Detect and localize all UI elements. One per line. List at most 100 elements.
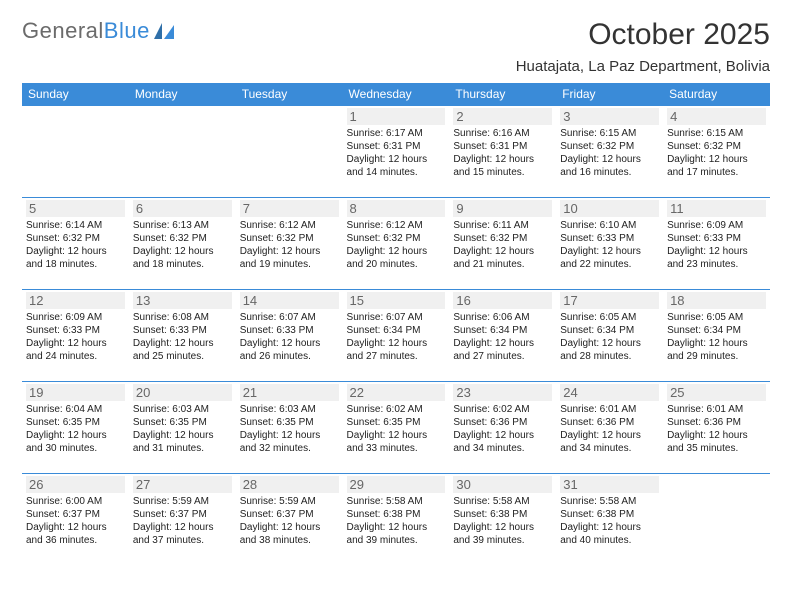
day-info: Sunrise: 6:04 AMSunset: 6:35 PMDaylight:… [26, 403, 125, 455]
day-number: 19 [26, 384, 125, 401]
day-info: Sunrise: 5:59 AMSunset: 6:37 PMDaylight:… [133, 495, 232, 547]
day-header: Tuesday [236, 83, 343, 106]
day-number: 17 [560, 292, 659, 309]
day-info: Sunrise: 6:16 AMSunset: 6:31 PMDaylight:… [453, 127, 552, 179]
day-header: Wednesday [343, 83, 450, 106]
day-info: Sunrise: 6:01 AMSunset: 6:36 PMDaylight:… [560, 403, 659, 455]
day-number: 4 [667, 108, 766, 125]
day-number: 13 [133, 292, 232, 309]
day-number: 18 [667, 292, 766, 309]
day-number: 23 [453, 384, 552, 401]
day-info: Sunrise: 6:05 AMSunset: 6:34 PMDaylight:… [667, 311, 766, 363]
calendar-day-cell: 14Sunrise: 6:07 AMSunset: 6:33 PMDayligh… [236, 290, 343, 382]
calendar-day-cell: 12Sunrise: 6:09 AMSunset: 6:33 PMDayligh… [22, 290, 129, 382]
day-number: 5 [26, 200, 125, 217]
calendar-header-row: SundayMondayTuesdayWednesdayThursdayFrid… [22, 83, 770, 106]
day-number: 22 [347, 384, 446, 401]
day-number: 27 [133, 476, 232, 493]
calendar-day-cell: 3 Sunrise: 6:15 AMSunset: 6:32 PMDaylight… [556, 106, 663, 198]
title-block: October 2025 Huatajata, La Paz Departmen… [516, 18, 770, 75]
calendar-day-cell: 13 Sunrise: 6:08 AMSunset: 6:33 PMDayligh… [129, 290, 236, 382]
day-number: 9 [453, 200, 552, 217]
logo-text-blue: Blue [104, 18, 150, 44]
day-number: 8 [347, 200, 446, 217]
calendar-day-cell [22, 106, 129, 198]
day-number: 31 [560, 476, 659, 493]
day-number: 30 [453, 476, 552, 493]
day-number: 11 [667, 200, 766, 217]
day-header: Saturday [663, 83, 770, 106]
calendar-week-row: 5 Sunrise: 6:14 AMSunset: 6:32 PMDaylight… [22, 198, 770, 290]
day-number: 10 [560, 200, 659, 217]
day-info: Sunrise: 6:05 AMSunset: 6:34 PMDaylight:… [560, 311, 659, 363]
day-info: Sunrise: 6:00 AMSunset: 6:37 PMDaylight:… [26, 495, 125, 547]
calendar-day-cell: 22 Sunrise: 6:02 AMSunset: 6:35 PMDayligh… [343, 382, 450, 474]
calendar-day-cell: 16 Sunrise: 6:06 AMSunset: 6:34 PMDayligh… [449, 290, 556, 382]
calendar-week-row: 1 Sunrise: 6:17 AMSunset: 6:31 PMDaylight… [22, 106, 770, 198]
day-header: Friday [556, 83, 663, 106]
calendar-day-cell: 7Sunrise: 6:12 AMSunset: 6:32 PMDaylight… [236, 198, 343, 290]
day-number: 3 [560, 108, 659, 125]
calendar-day-cell: 27 Sunrise: 5:59 AMSunset: 6:37 PMDayligh… [129, 474, 236, 566]
calendar-day-cell [129, 106, 236, 198]
day-number: 16 [453, 292, 552, 309]
logo: GeneralBlue [22, 18, 178, 44]
calendar-day-cell: 17 Sunrise: 6:05 AMSunset: 6:34 PMDayligh… [556, 290, 663, 382]
day-header: Sunday [22, 83, 129, 106]
header: GeneralBlue October 2025 Huatajata, La P… [22, 18, 770, 75]
location: Huatajata, La Paz Department, Bolivia [516, 58, 770, 75]
calendar-day-cell: 28 Sunrise: 5:59 AMSunset: 6:37 PMDayligh… [236, 474, 343, 566]
day-info: Sunrise: 6:03 AMSunset: 6:35 PMDaylight:… [240, 403, 339, 455]
day-number: 26 [26, 476, 125, 493]
day-number: 21 [240, 384, 339, 401]
day-info: Sunrise: 6:09 AMSunset: 6:33 PMDaylight:… [667, 219, 766, 271]
calendar-day-cell: 15 Sunrise: 6:07 AMSunset: 6:34 PMDayligh… [343, 290, 450, 382]
day-info: Sunrise: 6:07 AMSunset: 6:33 PMDaylight:… [240, 311, 339, 363]
day-info: Sunrise: 6:03 AMSunset: 6:35 PMDaylight:… [133, 403, 232, 455]
calendar-day-cell: 10Sunrise: 6:10 AMSunset: 6:33 PMDayligh… [556, 198, 663, 290]
calendar-day-cell: 24Sunrise: 6:01 AMSunset: 6:36 PMDayligh… [556, 382, 663, 474]
day-number: 20 [133, 384, 232, 401]
calendar-day-cell: 25 Sunrise: 6:01 AMSunset: 6:36 PMDayligh… [663, 382, 770, 474]
calendar-day-cell: 2 Sunrise: 6:16 AMSunset: 6:31 PMDaylight… [449, 106, 556, 198]
day-number: 7 [240, 200, 339, 217]
calendar-day-cell: 23Sunrise: 6:02 AMSunset: 6:36 PMDayligh… [449, 382, 556, 474]
day-info: Sunrise: 6:02 AMSunset: 6:35 PMDaylight:… [347, 403, 446, 455]
month-title: October 2025 [516, 18, 770, 52]
day-number: 29 [347, 476, 446, 493]
calendar-day-cell: 29Sunrise: 5:58 AMSunset: 6:38 PMDayligh… [343, 474, 450, 566]
calendar-day-cell: 9Sunrise: 6:11 AMSunset: 6:32 PMDaylight… [449, 198, 556, 290]
day-info: Sunrise: 6:17 AMSunset: 6:31 PMDaylight:… [347, 127, 446, 179]
calendar-day-cell: 8 Sunrise: 6:12 AMSunset: 6:32 PMDaylight… [343, 198, 450, 290]
day-info: Sunrise: 6:07 AMSunset: 6:34 PMDaylight:… [347, 311, 446, 363]
calendar-week-row: 12Sunrise: 6:09 AMSunset: 6:33 PMDayligh… [22, 290, 770, 382]
logo-text-general: General [22, 18, 104, 44]
day-number: 2 [453, 108, 552, 125]
day-number: 15 [347, 292, 446, 309]
day-info: Sunrise: 6:06 AMSunset: 6:34 PMDaylight:… [453, 311, 552, 363]
calendar-day-cell [663, 474, 770, 566]
day-info: Sunrise: 5:58 AMSunset: 6:38 PMDaylight:… [453, 495, 552, 547]
calendar-day-cell: 1 Sunrise: 6:17 AMSunset: 6:31 PMDaylight… [343, 106, 450, 198]
day-header: Thursday [449, 83, 556, 106]
calendar-day-cell: 11 Sunrise: 6:09 AMSunset: 6:33 PMDayligh… [663, 198, 770, 290]
logo-sails-icon [152, 21, 178, 41]
day-number: 1 [347, 108, 446, 125]
day-info: Sunrise: 6:13 AMSunset: 6:32 PMDaylight:… [133, 219, 232, 271]
day-info: Sunrise: 6:12 AMSunset: 6:32 PMDaylight:… [347, 219, 446, 271]
day-info: Sunrise: 5:59 AMSunset: 6:37 PMDaylight:… [240, 495, 339, 547]
day-header: Monday [129, 83, 236, 106]
day-info: Sunrise: 6:08 AMSunset: 6:33 PMDaylight:… [133, 311, 232, 363]
calendar-day-cell: 31 Sunrise: 5:58 AMSunset: 6:38 PMDayligh… [556, 474, 663, 566]
day-info: Sunrise: 6:01 AMSunset: 6:36 PMDaylight:… [667, 403, 766, 455]
day-number: 28 [240, 476, 339, 493]
calendar-day-cell: 19 Sunrise: 6:04 AMSunset: 6:35 PMDayligh… [22, 382, 129, 474]
day-info: Sunrise: 5:58 AMSunset: 6:38 PMDaylight:… [560, 495, 659, 547]
day-number: 12 [26, 292, 125, 309]
day-info: Sunrise: 6:14 AMSunset: 6:32 PMDaylight:… [26, 219, 125, 271]
calendar-day-cell: 4Sunrise: 6:15 AMSunset: 6:32 PMDaylight… [663, 106, 770, 198]
calendar-day-cell: 18 Sunrise: 6:05 AMSunset: 6:34 PMDayligh… [663, 290, 770, 382]
day-info: Sunrise: 6:15 AMSunset: 6:32 PMDaylight:… [560, 127, 659, 179]
day-number: 25 [667, 384, 766, 401]
calendar-day-cell: 20 Sunrise: 6:03 AMSunset: 6:35 PMDayligh… [129, 382, 236, 474]
